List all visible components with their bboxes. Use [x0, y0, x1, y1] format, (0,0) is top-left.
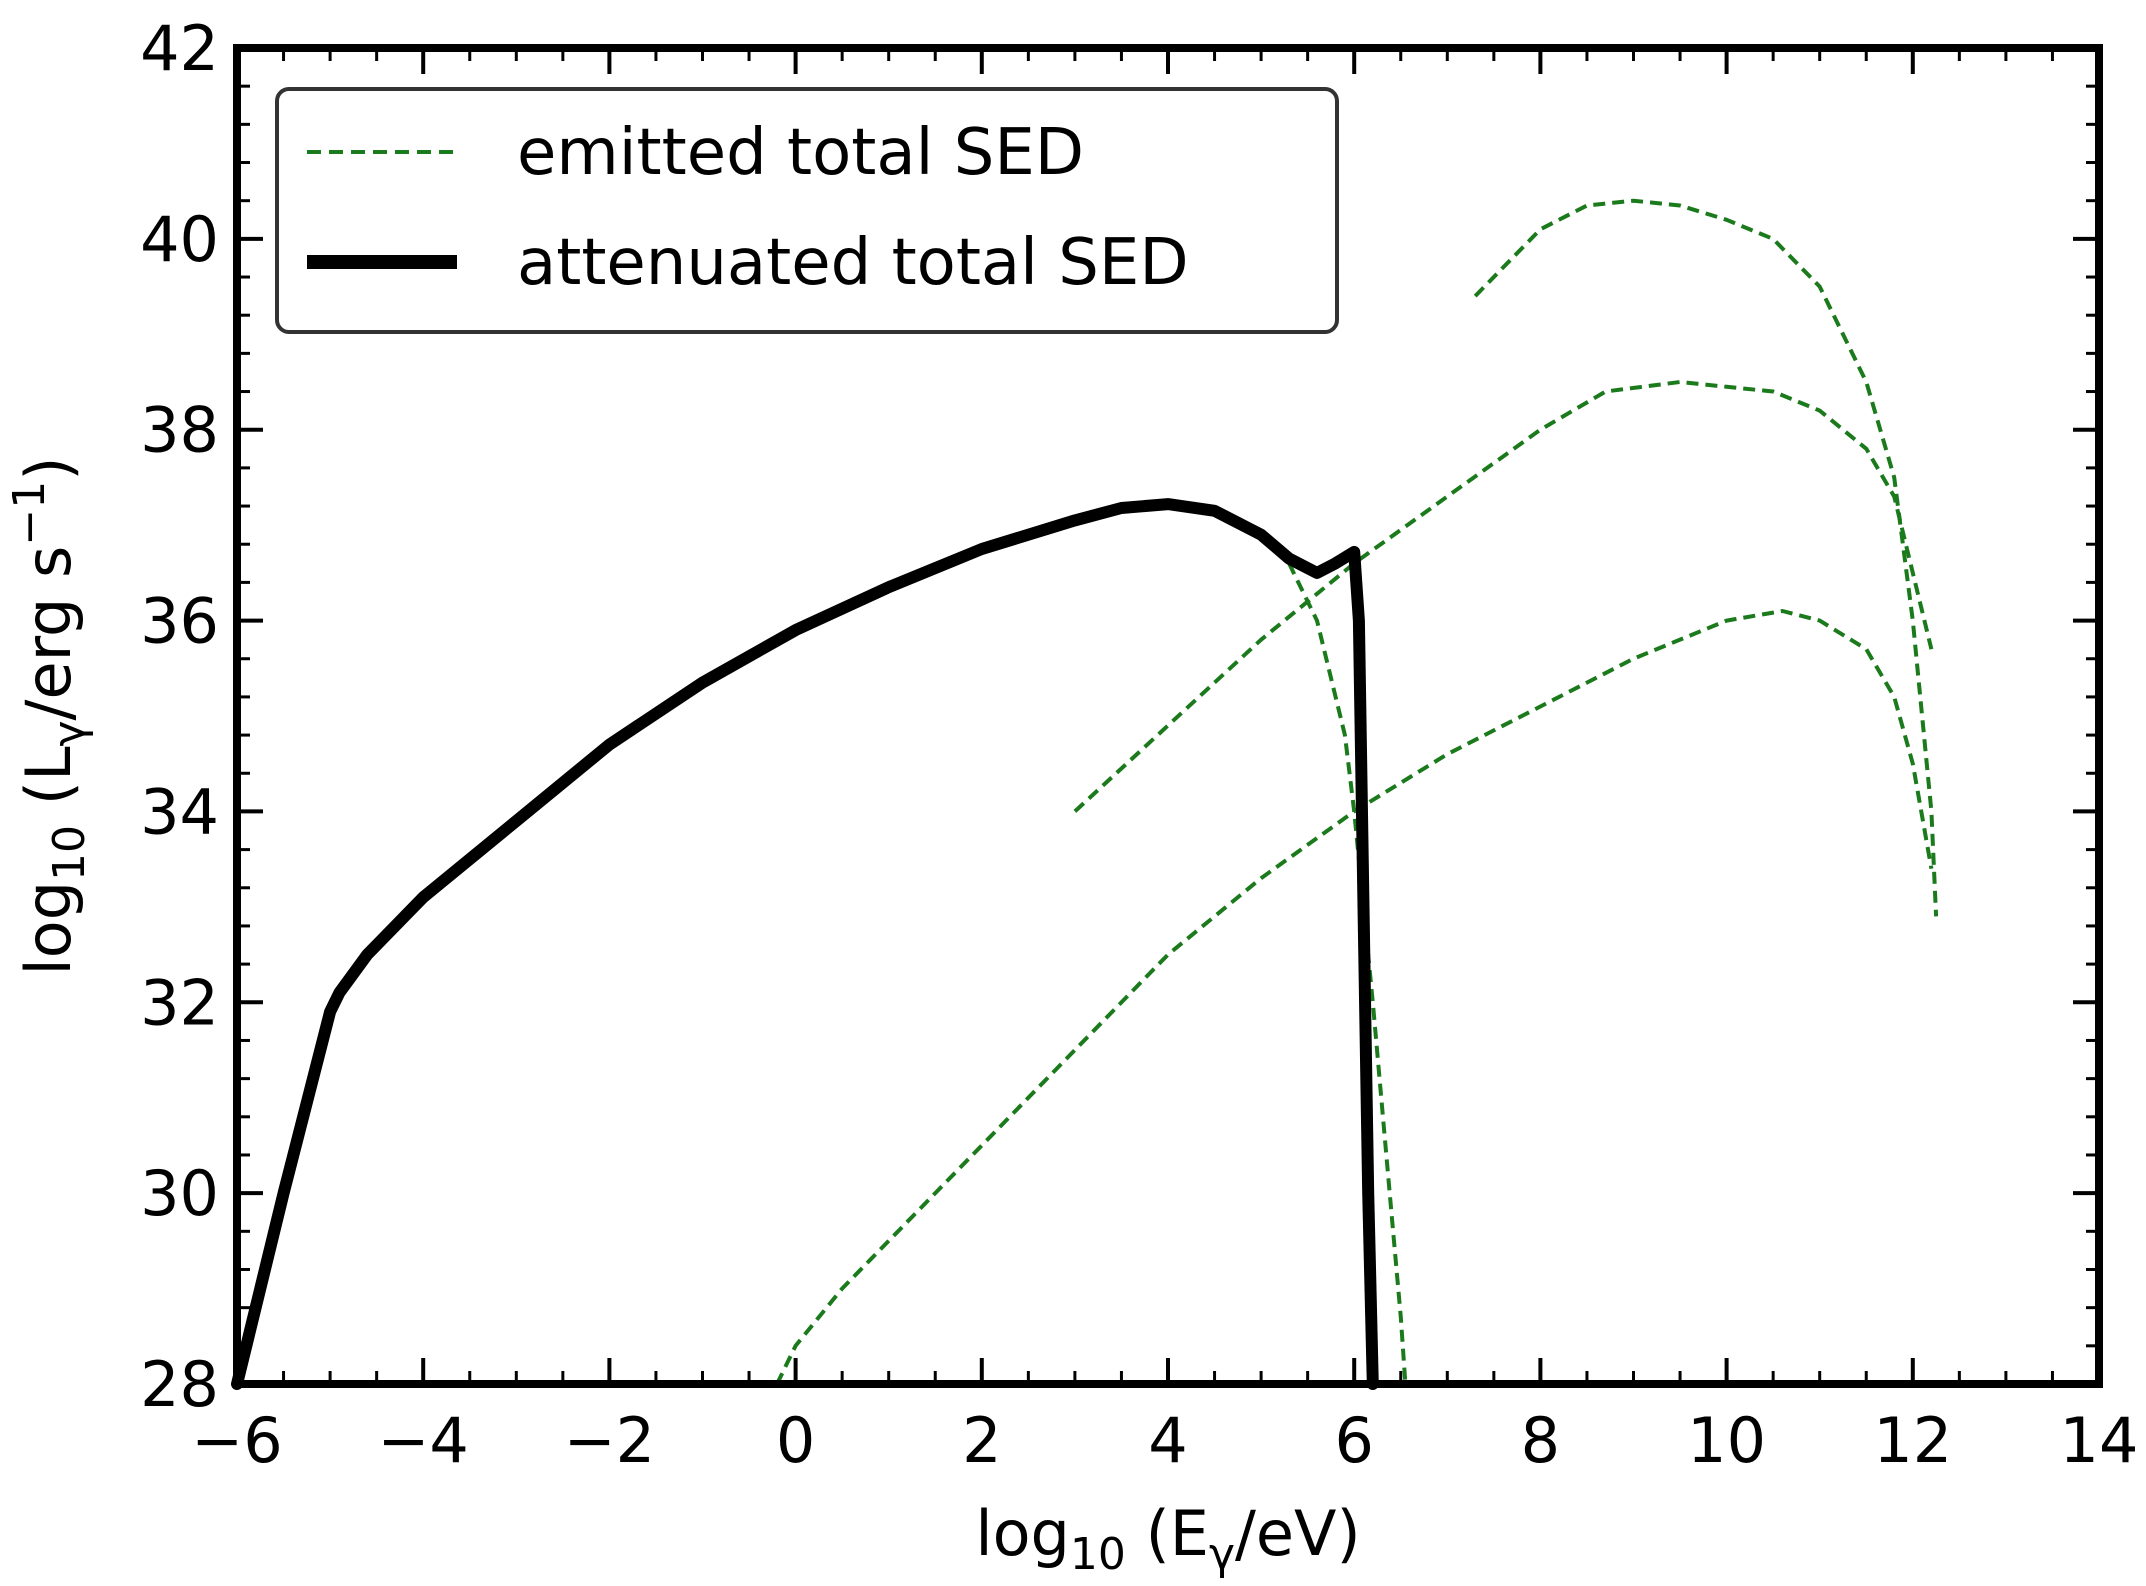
y-axis-label: log10 (Lγ/erg s−1) — [4, 457, 95, 976]
y-tick-label: 40 — [140, 203, 219, 276]
x-tick-label: −2 — [564, 1404, 655, 1477]
series-line-2 — [1073, 380, 1934, 813]
legend: emitted total SED attenuated total SED — [275, 87, 1339, 334]
y-tick-label: 42 — [140, 12, 219, 85]
x-tick-label: 14 — [2060, 1404, 2139, 1477]
y-tick-label: 28 — [140, 1348, 219, 1421]
y-tick-label: 38 — [140, 394, 219, 467]
x-tick-label: 12 — [1873, 1404, 1952, 1477]
x-tick-label: 0 — [776, 1404, 815, 1477]
legend-label-emitted: emitted total SED — [517, 116, 1084, 190]
y-tick-label: 32 — [140, 966, 219, 1039]
x-tick-label: 2 — [962, 1404, 1001, 1477]
x-tick-label: 4 — [1148, 1404, 1187, 1477]
y-tick-label: 34 — [140, 775, 219, 848]
y-tick-label: 36 — [140, 585, 219, 658]
x-tick-label: 8 — [1521, 1404, 1560, 1477]
legend-label-attenuated: attenuated total SED — [517, 226, 1189, 300]
legend-box — [275, 87, 1339, 334]
plot-frame — [233, 44, 2103, 1388]
series-line-1 — [775, 609, 1934, 1385]
tick-labels: −6 −4 −2 0 2 4 6 8 10 12 14 28 30 32 34 36 38 40 42 — [140, 12, 2138, 1477]
x-tick-label: −4 — [377, 1404, 468, 1477]
x-tick-label: 10 — [1687, 1404, 1766, 1477]
series-line-5 — [231, 498, 1379, 1390]
x-tick-label: −6 — [191, 1404, 282, 1477]
y-tick-label: 30 — [140, 1157, 219, 1230]
x-tick-label: 6 — [1334, 1404, 1373, 1477]
plot-lines — [231, 198, 1939, 1390]
x-axis-label: log10 (Eγ/eV) — [975, 1497, 1360, 1580]
